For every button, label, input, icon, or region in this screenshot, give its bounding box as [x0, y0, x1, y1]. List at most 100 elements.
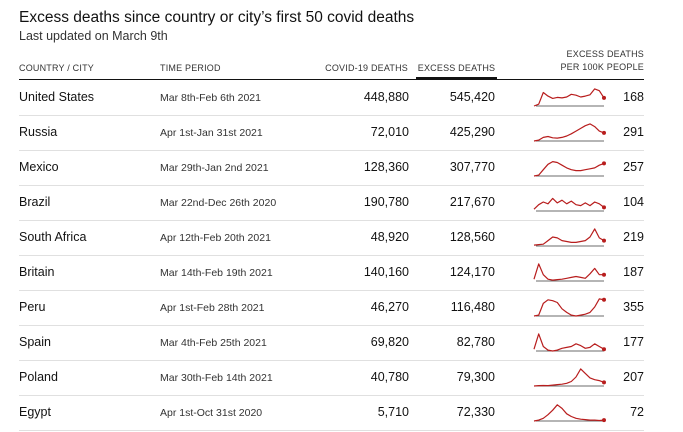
sparkline-trend	[533, 263, 604, 281]
sparkline-trend	[533, 88, 605, 107]
sparkline-endpoint	[602, 205, 606, 210]
excess-deaths-sparkline	[533, 333, 606, 352]
table-row[interactable]: Peru Apr 1st-Feb 28th 2021 46,270 116,480 35…	[19, 290, 644, 326]
header-covid-deaths[interactable]: COVID-19 DEATHS	[325, 63, 408, 73]
sparkline-endpoint	[602, 347, 606, 352]
sparkline-endpoint	[602, 238, 606, 243]
header-per-line1: EXCESS DEATHS	[566, 49, 644, 59]
country-name: Russia	[19, 125, 58, 139]
time-period: Mar 4th-Feb 25th 2021	[160, 337, 267, 349]
excess-deaths-value: 128,560	[449, 230, 495, 244]
sparkline-endpoint	[602, 272, 606, 277]
excess-deaths-value: 72,330	[456, 405, 495, 419]
covid-deaths-value: 448,880	[363, 90, 409, 104]
country-name: Spain	[19, 335, 51, 349]
last-updated-text: Last updated on March 9th	[19, 29, 168, 43]
table-row[interactable]: Mexico Mar 29th-Jan 2nd 2021 128,360 307,77…	[19, 150, 644, 186]
sparkline-trend	[533, 123, 605, 142]
table-row[interactable]: Brazil Mar 22nd-Dec 26th 2020 190,780 217,6…	[19, 185, 644, 221]
table-row[interactable]: Britain Mar 14th-Feb 19th 2021 140,160 124,…	[19, 255, 644, 291]
excess-per-100k-value: 168	[623, 90, 644, 104]
time-period: Apr 1st-Jan 31st 2021	[160, 127, 263, 139]
covid-deaths-value: 140,160	[363, 265, 409, 279]
excess-deaths-value: 425,290	[449, 125, 495, 139]
country-name: South Africa	[19, 230, 87, 244]
covid-deaths-value: 5,710	[377, 405, 409, 419]
sparkline-trend	[533, 404, 605, 422]
header-country[interactable]: COUNTRY / CITY	[19, 63, 94, 73]
time-period: Apr 12th-Feb 20th 2021	[160, 232, 271, 244]
sparkline-endpoint	[602, 418, 606, 423]
country-name: Egypt	[19, 405, 51, 419]
covid-deaths-value: 40,780	[370, 370, 409, 384]
sparkline-endpoint	[602, 130, 606, 135]
covid-deaths-value: 46,270	[370, 300, 409, 314]
time-period: Mar 29th-Jan 2nd 2021	[160, 162, 269, 174]
excess-deaths-sparkline	[533, 263, 606, 282]
excess-deaths-sparkline	[533, 368, 606, 387]
sparkline-trend	[533, 228, 605, 246]
excess-per-100k-value: 72	[630, 405, 644, 419]
excess-per-100k-value: 355	[623, 300, 644, 314]
covid-deaths-value: 190,780	[363, 195, 409, 209]
country-name: Mexico	[19, 160, 59, 174]
covid-deaths-value: 48,920	[370, 230, 409, 244]
header-per-line2: PER 100K PEOPLE	[560, 62, 644, 72]
excess-per-100k-value: 177	[623, 335, 644, 349]
excess-deaths-sparkline	[533, 297, 606, 317]
table-row[interactable]: Spain Mar 4th-Feb 25th 2021 69,820 82,780 17…	[19, 325, 644, 361]
sparkline-endpoint	[602, 380, 606, 385]
country-name: Poland	[19, 370, 58, 384]
sparkline-endpoint	[602, 297, 606, 302]
excess-deaths-sparkline	[533, 197, 606, 212]
time-period: Mar 30th-Feb 14th 2021	[160, 372, 273, 384]
time-period: Mar 22nd-Dec 26th 2020	[160, 197, 277, 209]
covid-deaths-value: 128,360	[363, 160, 409, 174]
sparkline-endpoint	[602, 161, 606, 166]
excess-per-100k-value: 219	[623, 230, 644, 244]
excess-per-100k-value: 104	[623, 195, 644, 209]
sparkline-trend	[533, 160, 605, 177]
excess-deaths-sparkline	[533, 88, 606, 107]
excess-deaths-value: 79,300	[456, 370, 495, 384]
excess-per-100k-value: 257	[623, 160, 644, 174]
table-row[interactable]: South Africa Apr 12th-Feb 20th 2021 48,920…	[19, 220, 644, 256]
country-name: Brazil	[19, 195, 51, 209]
time-period: Apr 1st-Oct 31st 2020	[160, 407, 263, 419]
excess-deaths-value: 545,420	[449, 90, 495, 104]
excess-deaths-value: 124,170	[449, 265, 495, 279]
country-name: Britain	[19, 265, 55, 279]
excess-per-100k-value: 207	[623, 370, 644, 384]
time-period: Mar 8th-Feb 6th 2021	[160, 92, 261, 104]
excess-deaths-sparkline	[533, 228, 606, 247]
table-title: Excess deaths since country or city’s fi…	[19, 9, 415, 26]
table-row[interactable]: Egypt Apr 1st-Oct 31st 2020 5,710 72,330 72	[19, 395, 644, 431]
time-period: Mar 14th-Feb 19th 2021	[160, 267, 273, 279]
covid-deaths-value: 69,820	[370, 335, 409, 349]
country-name: Peru	[19, 300, 46, 314]
header-divider	[19, 79, 644, 80]
excess-deaths-value: 116,480	[450, 300, 495, 314]
covid-deaths-value: 72,010	[370, 125, 409, 139]
excess-deaths-value: 217,670	[449, 195, 495, 209]
header-excess-deaths-sorted[interactable]: EXCESS DEATHS	[416, 63, 497, 79]
table-row[interactable]: United States Mar 8th-Feb 6th 2021 448,880…	[19, 80, 644, 116]
header-time-period[interactable]: TIME PERIOD	[160, 63, 221, 73]
excess-per-100k-value: 291	[623, 125, 644, 139]
excess-per-100k-value: 187	[623, 265, 644, 279]
sparkline-trend	[533, 298, 605, 317]
excess-deaths-value: 307,770	[449, 160, 495, 174]
table-row[interactable]: Russia Apr 1st-Jan 31st 2021 72,010 425,290…	[19, 115, 644, 151]
country-name: United States	[19, 90, 95, 104]
table-row[interactable]: Poland Mar 30th-Feb 14th 2021 40,780 79,300…	[19, 360, 644, 396]
time-period: Apr 1st-Feb 28th 2021	[160, 302, 265, 314]
excess-deaths-sparkline	[533, 160, 606, 177]
excess-deaths-sparkline	[533, 404, 606, 423]
excess-deaths-value: 82,780	[456, 335, 495, 349]
sparkline-trend	[533, 368, 605, 387]
sparkline-trend	[533, 333, 605, 352]
sparkline-trend	[533, 197, 605, 210]
sparkline-endpoint	[602, 95, 606, 100]
excess-deaths-sparkline	[533, 123, 606, 142]
header-excess-per-100k[interactable]: EXCESS DEATHS PER 100K PEOPLE	[560, 48, 644, 74]
